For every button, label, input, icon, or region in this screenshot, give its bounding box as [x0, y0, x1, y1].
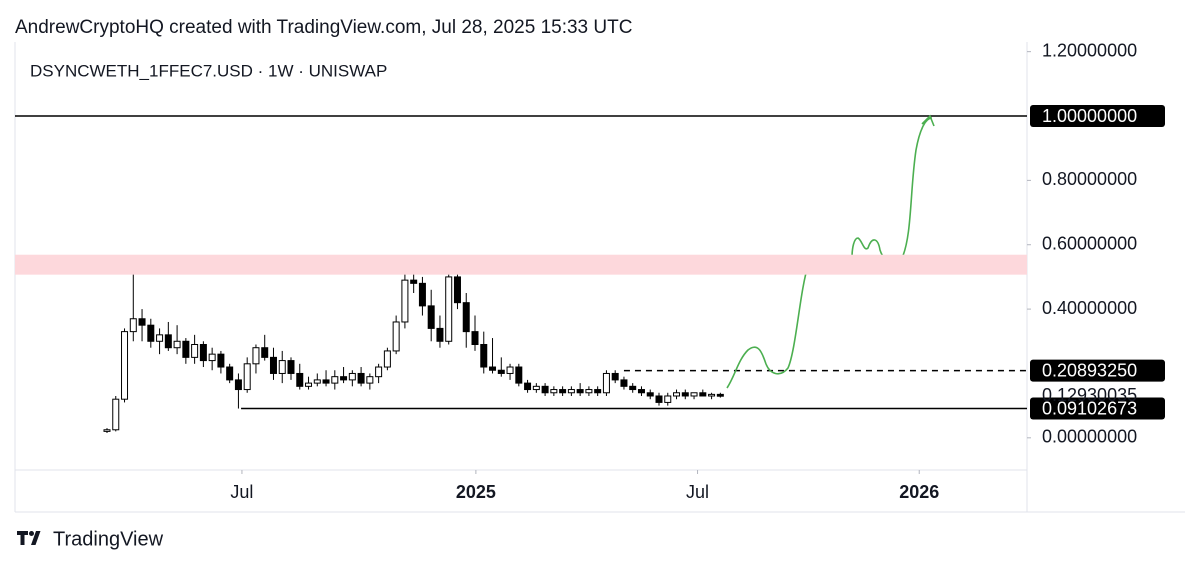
logo — [17, 531, 41, 545]
x-tick-label: Jul — [230, 482, 253, 502]
candle-body — [699, 392, 707, 397]
resistance-zone — [15, 254, 1027, 275]
candle-body — [585, 389, 593, 394]
candle-body — [427, 305, 435, 329]
candle-body — [497, 369, 505, 374]
candle-body — [357, 372, 365, 384]
y-tick-label: 0.60000000 — [1042, 233, 1137, 253]
candle-body — [576, 389, 584, 394]
x-tick-label: 2025 — [456, 482, 496, 502]
candle-body — [436, 327, 444, 342]
y-tick-label: 0.80000000 — [1042, 169, 1137, 189]
candle-body — [515, 366, 523, 384]
candle-body — [121, 331, 129, 400]
candle-body — [471, 331, 479, 345]
candle-body — [462, 302, 470, 333]
candle-body — [129, 318, 137, 333]
level-label: 0.20893250 — [1042, 360, 1137, 380]
candle-body — [269, 356, 277, 374]
candle-body — [375, 366, 383, 378]
y-tick-label: 0.00000000 — [1042, 427, 1137, 447]
candle-body — [103, 429, 111, 432]
candle-body — [331, 376, 339, 384]
level-label-box — [1030, 105, 1165, 128]
candle-body — [550, 389, 558, 394]
candle-body — [252, 347, 260, 365]
candle-body — [567, 389, 575, 394]
candle-body — [673, 392, 681, 397]
candle-body — [532, 385, 540, 391]
candle-body — [646, 392, 654, 397]
y-tick-label: 1.20000000 — [1042, 40, 1137, 60]
candle-body — [348, 372, 356, 381]
candle-body — [708, 393, 716, 397]
candle-body — [594, 389, 602, 394]
candle-body — [410, 279, 418, 284]
brand: TradingView — [53, 528, 164, 550]
candle-body — [217, 353, 225, 368]
candle-body — [199, 343, 207, 362]
candle-body — [655, 395, 663, 403]
candle-body — [664, 395, 672, 403]
candle-body — [287, 360, 295, 374]
candle-body — [366, 376, 374, 384]
candle-body — [322, 379, 330, 384]
candle-body — [383, 350, 391, 368]
symbol-title: DSYNCWETH_1FFEC7.USD · 1W · UNISWAP — [30, 61, 387, 80]
plot — [15, 115, 1027, 433]
candle-body — [296, 372, 304, 387]
candle-body — [173, 340, 181, 349]
candle-body — [445, 276, 453, 342]
candle-body — [401, 279, 409, 323]
forecast-arrow — [726, 260, 815, 389]
candle-body — [716, 393, 724, 397]
candle-body — [305, 382, 313, 387]
candle-body — [112, 398, 120, 431]
candle-body — [681, 392, 689, 397]
candle-body — [147, 324, 155, 342]
level-label: 0.09102673 — [1042, 398, 1137, 418]
candle-body — [602, 372, 610, 394]
candle-body — [156, 334, 164, 342]
candle-body — [541, 385, 549, 394]
candle-body — [453, 276, 461, 304]
candle-body — [506, 366, 514, 374]
candle-body — [243, 363, 251, 391]
header: AndrewCryptoHQ created with TradingView.… — [15, 17, 632, 38]
candle-body — [559, 389, 567, 394]
candle-body — [629, 385, 637, 391]
level-label-box — [1030, 359, 1165, 382]
x-tick-label: 2026 — [899, 482, 939, 502]
candle-body — [637, 389, 645, 394]
x-tick-label: Jul — [686, 482, 709, 502]
candle-body — [138, 318, 146, 326]
candle-body — [480, 343, 488, 368]
candle-body — [278, 360, 286, 374]
candle-body — [191, 343, 199, 358]
candle-body — [489, 366, 497, 371]
last-price-label: 0.12930035 — [1042, 385, 1137, 405]
candle-body — [392, 321, 400, 352]
candle-body — [261, 347, 269, 358]
candle-body — [182, 340, 190, 358]
level-label-box — [1030, 397, 1165, 420]
candle-body — [611, 372, 619, 381]
candle-body — [690, 392, 698, 397]
candle-body — [226, 366, 234, 381]
candle-body — [164, 334, 172, 349]
candle-body — [313, 379, 321, 384]
candle-body — [340, 376, 348, 381]
forecast-arrow — [851, 114, 935, 263]
y-tick-label: 0.40000000 — [1042, 298, 1137, 318]
candle-body — [418, 282, 426, 307]
candle-body — [234, 379, 242, 391]
candle-body — [208, 353, 216, 362]
candle-body — [620, 379, 628, 387]
candle-body — [524, 382, 532, 391]
level-label: 1.00000000 — [1042, 106, 1137, 126]
